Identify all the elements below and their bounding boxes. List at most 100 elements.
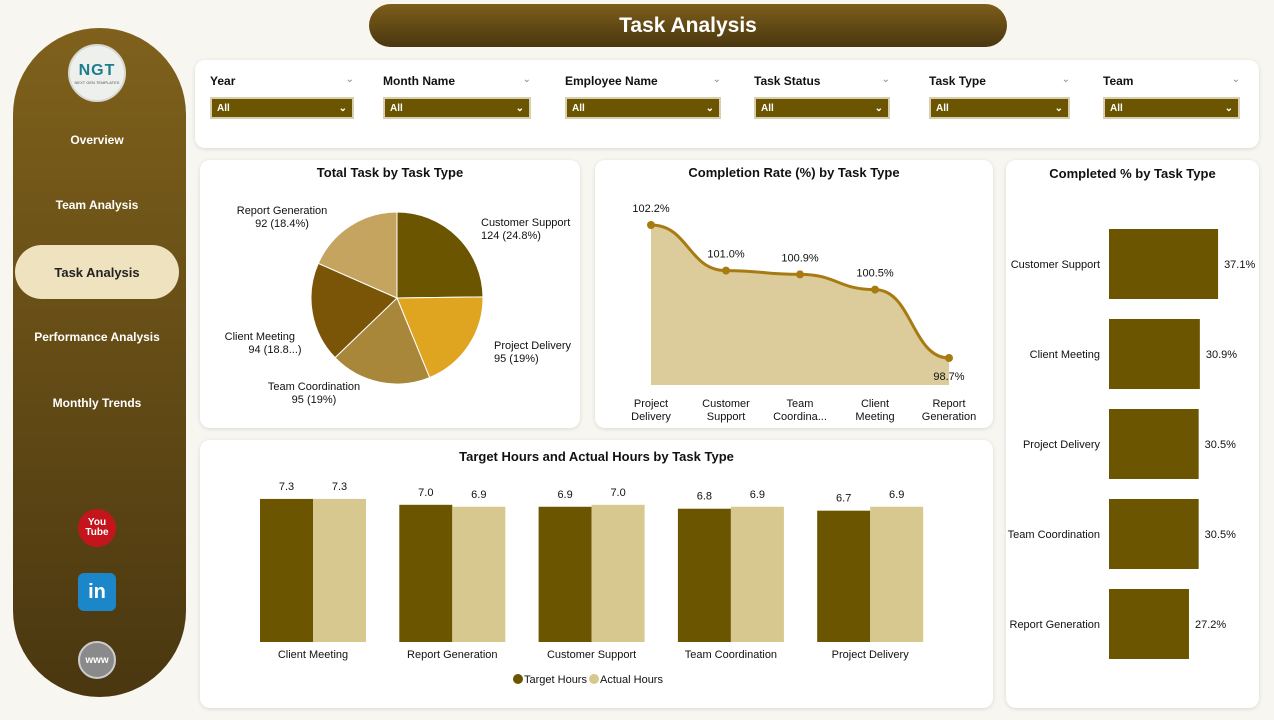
bar xyxy=(538,506,592,642)
pie-value: 124 (24.8%) xyxy=(481,230,541,242)
www-icon[interactable]: www xyxy=(78,641,116,679)
data-point xyxy=(945,354,953,362)
pie-label: Report Generation xyxy=(237,205,328,217)
bar xyxy=(1109,589,1189,659)
filter-dropdown[interactable]: All ⌄ xyxy=(383,97,531,119)
pie-slice xyxy=(310,262,398,359)
filter-label: Task Type xyxy=(929,74,986,88)
pie-value: 92 (18.4%) xyxy=(255,218,309,230)
data-label: 6.9 xyxy=(750,489,765,501)
data-label: 7.0 xyxy=(418,487,433,499)
pie-label: Team Coordination xyxy=(268,381,360,393)
bar xyxy=(313,498,366,642)
nav-team-analysis[interactable]: Team Analysis xyxy=(55,198,139,212)
data-label: 7.0 xyxy=(610,487,625,499)
data-label: 6.8 xyxy=(697,491,712,503)
nav-task-analysis[interactable]: Task Analysis xyxy=(15,245,179,299)
data-label: 6.9 xyxy=(889,489,904,501)
pie-value: 94 (18.8...) xyxy=(248,344,301,356)
x-tick-label: Customer Support xyxy=(547,649,636,661)
bar xyxy=(870,506,924,642)
data-label: 30.9% xyxy=(1206,349,1237,361)
data-label: 37.1% xyxy=(1224,259,1255,271)
legend-marker xyxy=(513,674,523,684)
chevron-down-icon: ⌄ xyxy=(1054,102,1063,114)
bar xyxy=(1109,499,1199,569)
nav-monthly-trends[interactable]: Monthly Trends xyxy=(52,396,142,410)
pie-value: 95 (19%) xyxy=(494,353,539,365)
y-tick-label: Client Meeting xyxy=(1030,349,1100,361)
filter-label: Year xyxy=(210,74,236,88)
filter-value: All xyxy=(572,102,585,114)
x-tick-label: Report Generation xyxy=(922,398,976,423)
bar xyxy=(260,498,313,642)
filter-label: Task Status xyxy=(754,74,821,88)
bar xyxy=(1109,229,1219,299)
x-tick-label: Client Meeting xyxy=(278,649,348,661)
x-tick-label: Project Delivery xyxy=(631,398,671,423)
filter-value: All xyxy=(390,102,403,114)
nav-performance-analysis[interactable]: Performance Analysis xyxy=(34,330,160,344)
data-label: 102.2% xyxy=(632,203,670,215)
data-label: 7.3 xyxy=(279,481,294,493)
chevron-down-icon[interactable]: ⌄ xyxy=(881,74,890,85)
legend-label: Actual Hours xyxy=(600,674,663,686)
pie-slice xyxy=(334,297,431,385)
chart-title: Target Hours and Actual Hours by Task Ty… xyxy=(459,449,734,464)
linkedin-icon[interactable]: in xyxy=(78,573,116,611)
filter-header: Team ⌄ xyxy=(1103,74,1240,88)
logo-subtext: NEXT GEN TEMPLATES xyxy=(74,79,120,85)
chevron-down-icon: ⌄ xyxy=(1224,102,1233,114)
pie-slice xyxy=(317,211,398,299)
chevron-down-icon[interactable]: ⌄ xyxy=(712,74,721,85)
bar xyxy=(399,504,453,642)
filter-header: Task Status ⌄ xyxy=(754,74,890,88)
pie-label: Project Delivery xyxy=(494,340,572,352)
filter-label: Month Name xyxy=(383,74,455,88)
pie-slice xyxy=(396,296,484,379)
y-tick-label: Report Generation xyxy=(1010,619,1101,631)
data-label: 6.7 xyxy=(836,493,851,505)
data-label: 6.9 xyxy=(471,489,486,501)
filter-dropdown[interactable]: All ⌄ xyxy=(754,97,890,119)
logo: NGT NEXT GEN TEMPLATES xyxy=(68,44,126,102)
filter-dropdown[interactable]: All ⌄ xyxy=(929,97,1070,119)
bar xyxy=(817,510,871,642)
bar xyxy=(591,504,645,642)
pie-value: 95 (19%) xyxy=(292,394,337,406)
filter-header: Month Name ⌄ xyxy=(383,74,531,88)
filter-dropdown[interactable]: All ⌄ xyxy=(1103,97,1240,119)
y-tick-label: Project Delivery xyxy=(1023,439,1101,451)
data-point xyxy=(871,285,879,294)
filter-dropdown[interactable]: All ⌄ xyxy=(565,97,721,119)
x-tick-label: Customer Support xyxy=(702,398,750,423)
filter-dropdown[interactable]: All ⌄ xyxy=(210,97,354,119)
filter-panel xyxy=(195,60,1259,148)
nav-overview[interactable]: Overview xyxy=(70,133,124,147)
legend-marker xyxy=(589,674,599,684)
filter-header: Task Type ⌄ xyxy=(929,74,1070,88)
chevron-down-icon[interactable]: ⌄ xyxy=(522,74,531,85)
data-label: 98.7% xyxy=(933,371,964,383)
chevron-down-icon[interactable]: ⌄ xyxy=(1061,74,1070,85)
y-tick-label: Team Coordination xyxy=(1008,529,1100,541)
filter-value: All xyxy=(936,102,949,114)
chevron-down-icon[interactable]: ⌄ xyxy=(1231,74,1240,85)
bar xyxy=(1109,319,1200,389)
data-label: 101.0% xyxy=(707,249,745,261)
pie-label: Customer Support xyxy=(481,217,570,229)
data-point xyxy=(796,270,804,279)
x-tick-label: Team Coordina... xyxy=(773,398,827,423)
data-label: 30.5% xyxy=(1205,529,1236,541)
youtube-icon[interactable]: You Tube xyxy=(78,509,116,547)
data-label: 7.3 xyxy=(332,481,347,493)
filter-value: All xyxy=(1110,102,1123,114)
chevron-down-icon[interactable]: ⌄ xyxy=(345,74,354,85)
data-point xyxy=(647,221,655,229)
filter-header: Year ⌄ xyxy=(210,74,354,88)
x-tick-label: Client Meeting xyxy=(855,398,894,423)
area-fill xyxy=(651,225,949,385)
data-label: 27.2% xyxy=(1195,619,1226,631)
chevron-down-icon: ⌄ xyxy=(705,102,714,114)
